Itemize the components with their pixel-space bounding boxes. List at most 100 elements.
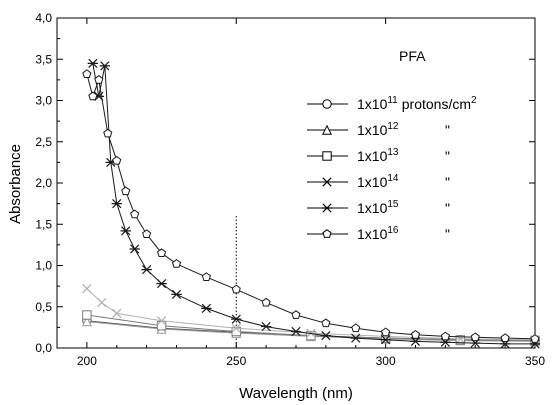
legend-label-base: 1x10: [357, 96, 388, 112]
legend-label-exponent: 14: [387, 173, 399, 184]
data-point-star: [87, 58, 99, 68]
data-point-pentagon: [82, 69, 92, 78]
x-tick-label: 300: [376, 354, 396, 368]
legend-label-exponent: 11: [387, 95, 398, 106]
legend-item-15: 1x1015 ": [307, 199, 450, 216]
data-point-cross: [97, 298, 107, 308]
legend-label: 1x1015 ": [357, 199, 450, 216]
data-point-pentagon: [351, 323, 361, 333]
data-point-pentagon: [201, 272, 211, 281]
data-point-square: [231, 326, 241, 337]
data-point-pentagon: [470, 332, 480, 342]
y-tick-label: 3,0: [35, 94, 52, 108]
data-point-pentagon: [261, 297, 271, 307]
y-tick-label: 2,0: [35, 176, 52, 190]
data-point-square: [306, 330, 316, 341]
data-point-pentagon: [103, 128, 113, 138]
x-tick-label: 350: [525, 354, 545, 368]
legend-label-exponent: 12: [387, 121, 399, 132]
legend-item-16: 1x1016 ": [307, 225, 450, 242]
legend-item-13: 1x1013 ": [307, 147, 450, 164]
data-point-star: [129, 244, 140, 254]
data-point-star: [231, 314, 242, 324]
legend-item-11: 1x1011 protons/cm2: [307, 95, 477, 112]
x-tick-label: 250: [226, 354, 246, 368]
data-point-pentagon: [291, 310, 301, 319]
legend-label-unit: ": [445, 174, 450, 190]
data-point-star: [156, 279, 167, 289]
legend-label-base: 1x10: [357, 200, 388, 216]
data-point-pentagon: [171, 259, 182, 268]
data-point-star: [99, 61, 110, 71]
legend-label-exponent: 15: [387, 199, 399, 210]
y-tick-label: 2,5: [35, 135, 52, 149]
data-point-star: [260, 321, 272, 332]
legend-label: 1x1012 ": [357, 121, 450, 138]
data-point-pentagon: [94, 75, 104, 84]
legend-label-unit-exponent: 2: [471, 95, 477, 106]
y-axis-title: Absorbance: [7, 144, 24, 224]
data-point-triangle: [81, 316, 92, 327]
data-point-star: [380, 335, 391, 345]
data-point-star: [171, 289, 182, 299]
data-point-star: [290, 326, 302, 337]
legend-label-unit: ": [445, 226, 450, 242]
legend-label-unit: ": [445, 148, 450, 164]
data-point-pentagon: [410, 329, 421, 339]
axis-ticks: 200 250 300 350 0,0 0,5 1,0 1,5 2,0 2,5 3,0 3,5 4,0: [35, 11, 545, 368]
legend-marker-cross: [322, 177, 332, 187]
data-point-pentagon: [231, 284, 241, 294]
series-line: [92, 63, 535, 345]
legend-label: 1x1013 ": [357, 147, 450, 164]
data-point-star: [320, 331, 332, 341]
legend-label: 1x1011 protons/cm2: [357, 95, 477, 112]
x-axis-title: Wavelength (nm): [239, 385, 353, 402]
data-point-square: [156, 321, 167, 331]
data-point-pentagon: [381, 327, 391, 337]
data-point-pentagon: [156, 248, 167, 258]
data-point-pentagon: [142, 229, 152, 239]
legend-label: 1x1016 ": [357, 225, 450, 242]
legend-label-unit: ": [445, 122, 450, 138]
legend-item-14: 1x1014 ": [307, 173, 450, 190]
data-point-star: [111, 199, 122, 209]
data-point-cross: [231, 323, 241, 333]
data-point-cross: [82, 283, 92, 294]
legend-label-base: 1x10: [357, 226, 388, 242]
data-point-pentagon: [321, 318, 331, 328]
data-point-star: [350, 333, 361, 343]
series-layer: [81, 58, 541, 349]
y-tick-label: 4,0: [35, 11, 52, 25]
series-star: [87, 58, 541, 349]
legend-label-exponent: 13: [387, 147, 399, 158]
legend-label-exponent: 16: [387, 225, 399, 236]
y-tick-label: 0,0: [35, 341, 52, 355]
data-point-pentagon: [121, 186, 131, 196]
legend-item-12: 1x1012 ": [307, 121, 450, 138]
data-point-star: [141, 265, 152, 275]
data-point-pentagon: [112, 155, 122, 165]
y-tick-label: 3,5: [35, 52, 52, 66]
legend-marker-pentagon: [322, 229, 332, 238]
legend-marker-star: [321, 203, 333, 213]
legend-label: 1x1014 ": [357, 173, 450, 190]
data-point-cross: [112, 308, 122, 318]
legend-label-unit: ": [445, 200, 450, 216]
data-point-star: [120, 226, 131, 236]
data-point-square: [82, 310, 92, 320]
legend-marker-square: [322, 151, 332, 161]
series-cross: [82, 283, 540, 345]
legend-label-unit: protons/cm: [402, 96, 471, 112]
series-line: [86, 73, 536, 340]
data-point-pentagon: [530, 334, 540, 343]
legend-marker-triangle: [321, 124, 333, 135]
x-tick-label: 200: [77, 354, 97, 368]
legend-marker-circle: [322, 99, 332, 109]
y-tick-label: 0,5: [35, 300, 52, 314]
data-point-pentagon: [500, 333, 510, 342]
legend-label-base: 1x10: [357, 148, 388, 164]
series-pentagon: [82, 69, 540, 343]
data-point-cross: [455, 334, 465, 344]
data-point-pentagon: [130, 209, 140, 219]
